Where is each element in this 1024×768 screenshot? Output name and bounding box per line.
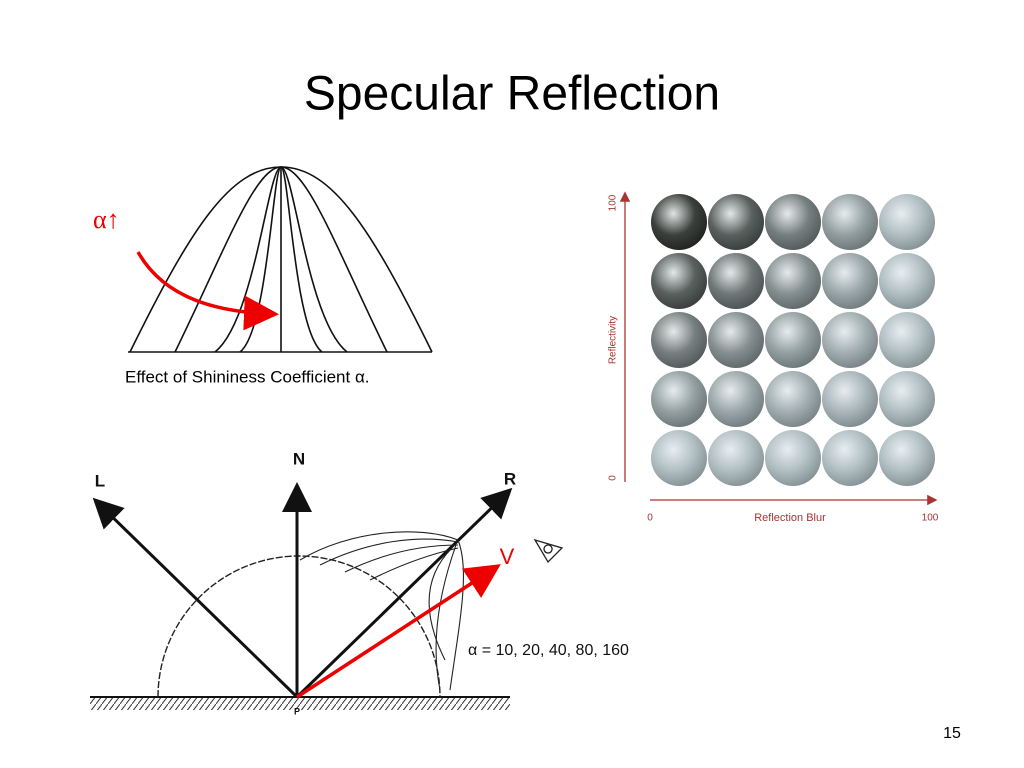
shininess-curves <box>128 166 433 353</box>
sphere <box>879 253 935 309</box>
sphere <box>765 194 821 250</box>
y-axis-max: 100 <box>608 194 619 211</box>
sphere <box>822 312 878 368</box>
sphere <box>765 312 821 368</box>
x-axis-min: 0 <box>647 513 653 524</box>
sphere <box>651 430 707 486</box>
sphere <box>708 194 764 250</box>
sphere <box>879 430 935 486</box>
label-l: L <box>95 471 105 490</box>
slide-title: Specular Reflection <box>304 68 720 121</box>
sphere <box>765 430 821 486</box>
y-axis-min: 0 <box>608 475 619 481</box>
sphere <box>765 371 821 427</box>
view-vector <box>296 564 501 699</box>
sphere <box>879 194 935 250</box>
sphere <box>708 253 764 309</box>
sphere <box>822 371 878 427</box>
sphere <box>651 371 707 427</box>
sphere <box>822 194 878 250</box>
label-r: R <box>504 469 516 488</box>
y-axis-label: Reflectivity <box>608 316 619 364</box>
sphere <box>651 312 707 368</box>
label-p: P <box>294 706 300 716</box>
page-number: 15 <box>943 725 961 742</box>
sphere <box>708 312 764 368</box>
sphere <box>879 312 935 368</box>
alpha-label: α↑ <box>93 205 120 234</box>
shininess-arrow <box>136 251 279 331</box>
sphere-grid <box>651 194 935 486</box>
label-n: N <box>293 449 305 468</box>
sphere <box>765 253 821 309</box>
label-v: V <box>500 544 515 569</box>
sphere <box>822 253 878 309</box>
alpha-values: α = 10, 20, 40, 80, 160 <box>468 642 629 659</box>
sphere <box>708 371 764 427</box>
sphere <box>879 371 935 427</box>
x-axis-max: 100 <box>922 513 939 524</box>
sphere <box>822 430 878 486</box>
reflection-diagram <box>90 482 564 710</box>
sphere <box>651 194 707 250</box>
x-axis-label: Reflection Blur <box>754 512 826 524</box>
sphere <box>651 253 707 309</box>
sphere <box>708 430 764 486</box>
caption: Effect of Shininess Coefficient α. <box>125 367 370 386</box>
